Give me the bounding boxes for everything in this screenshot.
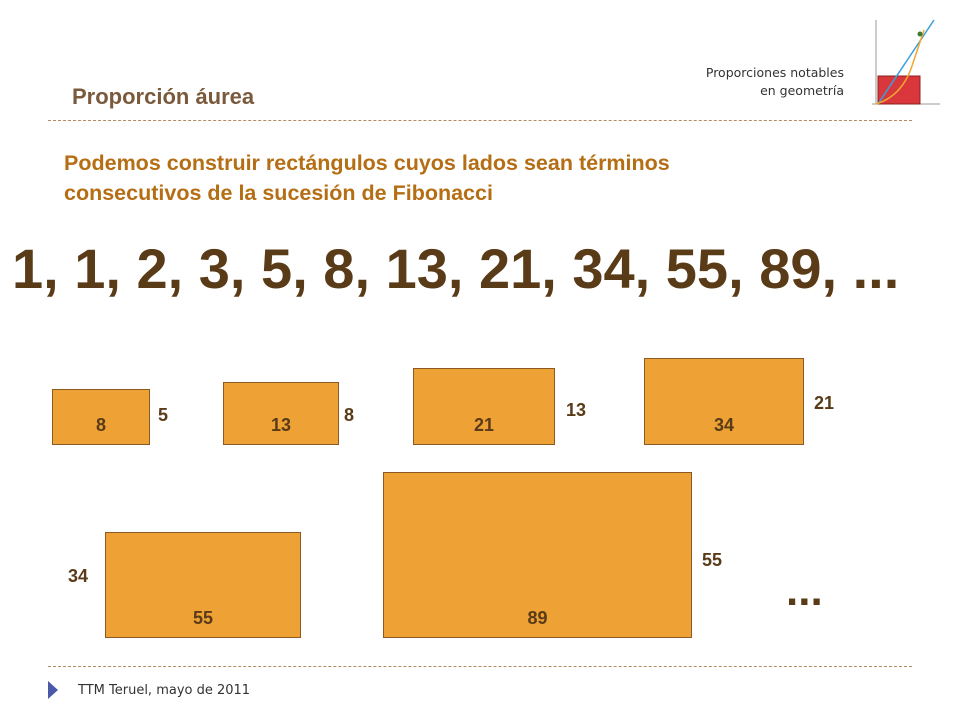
rectangle-8x5: 8 xyxy=(52,389,150,445)
header-note: Proporciones notables en geometría xyxy=(624,64,844,100)
header-note-line1: Proporciones notables xyxy=(705,65,844,80)
header-divider xyxy=(48,120,912,121)
fibonacci-sequence: 1, 1, 2, 3, 5, 8, 13, 21, 34, 55, 89, ..… xyxy=(12,237,900,300)
slide-title: Proporción áurea xyxy=(72,84,255,109)
rectangle-34x21: 34 xyxy=(644,358,804,445)
rectangle-height-label: 21 xyxy=(814,393,835,413)
rectangle-13x8: 13 xyxy=(223,382,339,445)
triangle-bullet-icon xyxy=(48,681,58,699)
rectangle-width-label: 21 xyxy=(473,415,495,435)
rectangle-55x34: 55 xyxy=(105,532,301,638)
subtitle: Podemos construir rectángulos cuyos lado… xyxy=(64,148,904,208)
rectangle-height-label: 8 xyxy=(344,405,355,425)
rectangle-width-label: 89 xyxy=(527,608,548,628)
rectangle-height-label: 5 xyxy=(158,405,169,425)
rectangle-89x55: 89 xyxy=(383,472,692,638)
rectangle-width-label: 13 xyxy=(270,415,292,435)
rectangle-21x13: 21 xyxy=(413,368,555,445)
continuation-ellipsis: ... xyxy=(786,566,823,615)
rectangle-height-label: 13 xyxy=(566,400,587,420)
subtitle-line1: Podemos construir rectángulos cuyos lado… xyxy=(64,151,670,175)
rectangle-width-label: 34 xyxy=(713,415,735,435)
golden-ratio-graph-icon xyxy=(872,19,940,105)
rectangle-height-label: 55 xyxy=(702,550,723,570)
rectangle-width-label: 55 xyxy=(192,608,214,628)
footer-text: TTM Teruel, mayo de 2011 xyxy=(78,683,251,698)
subtitle-line2: consecutivos de la sucesión de Fibonacci xyxy=(64,181,493,205)
rectangle-width-label: 8 xyxy=(95,415,106,435)
header-note-line2: en geometría xyxy=(760,83,844,98)
footer-divider xyxy=(48,666,912,667)
rectangle-height-label: 34 xyxy=(68,566,89,586)
